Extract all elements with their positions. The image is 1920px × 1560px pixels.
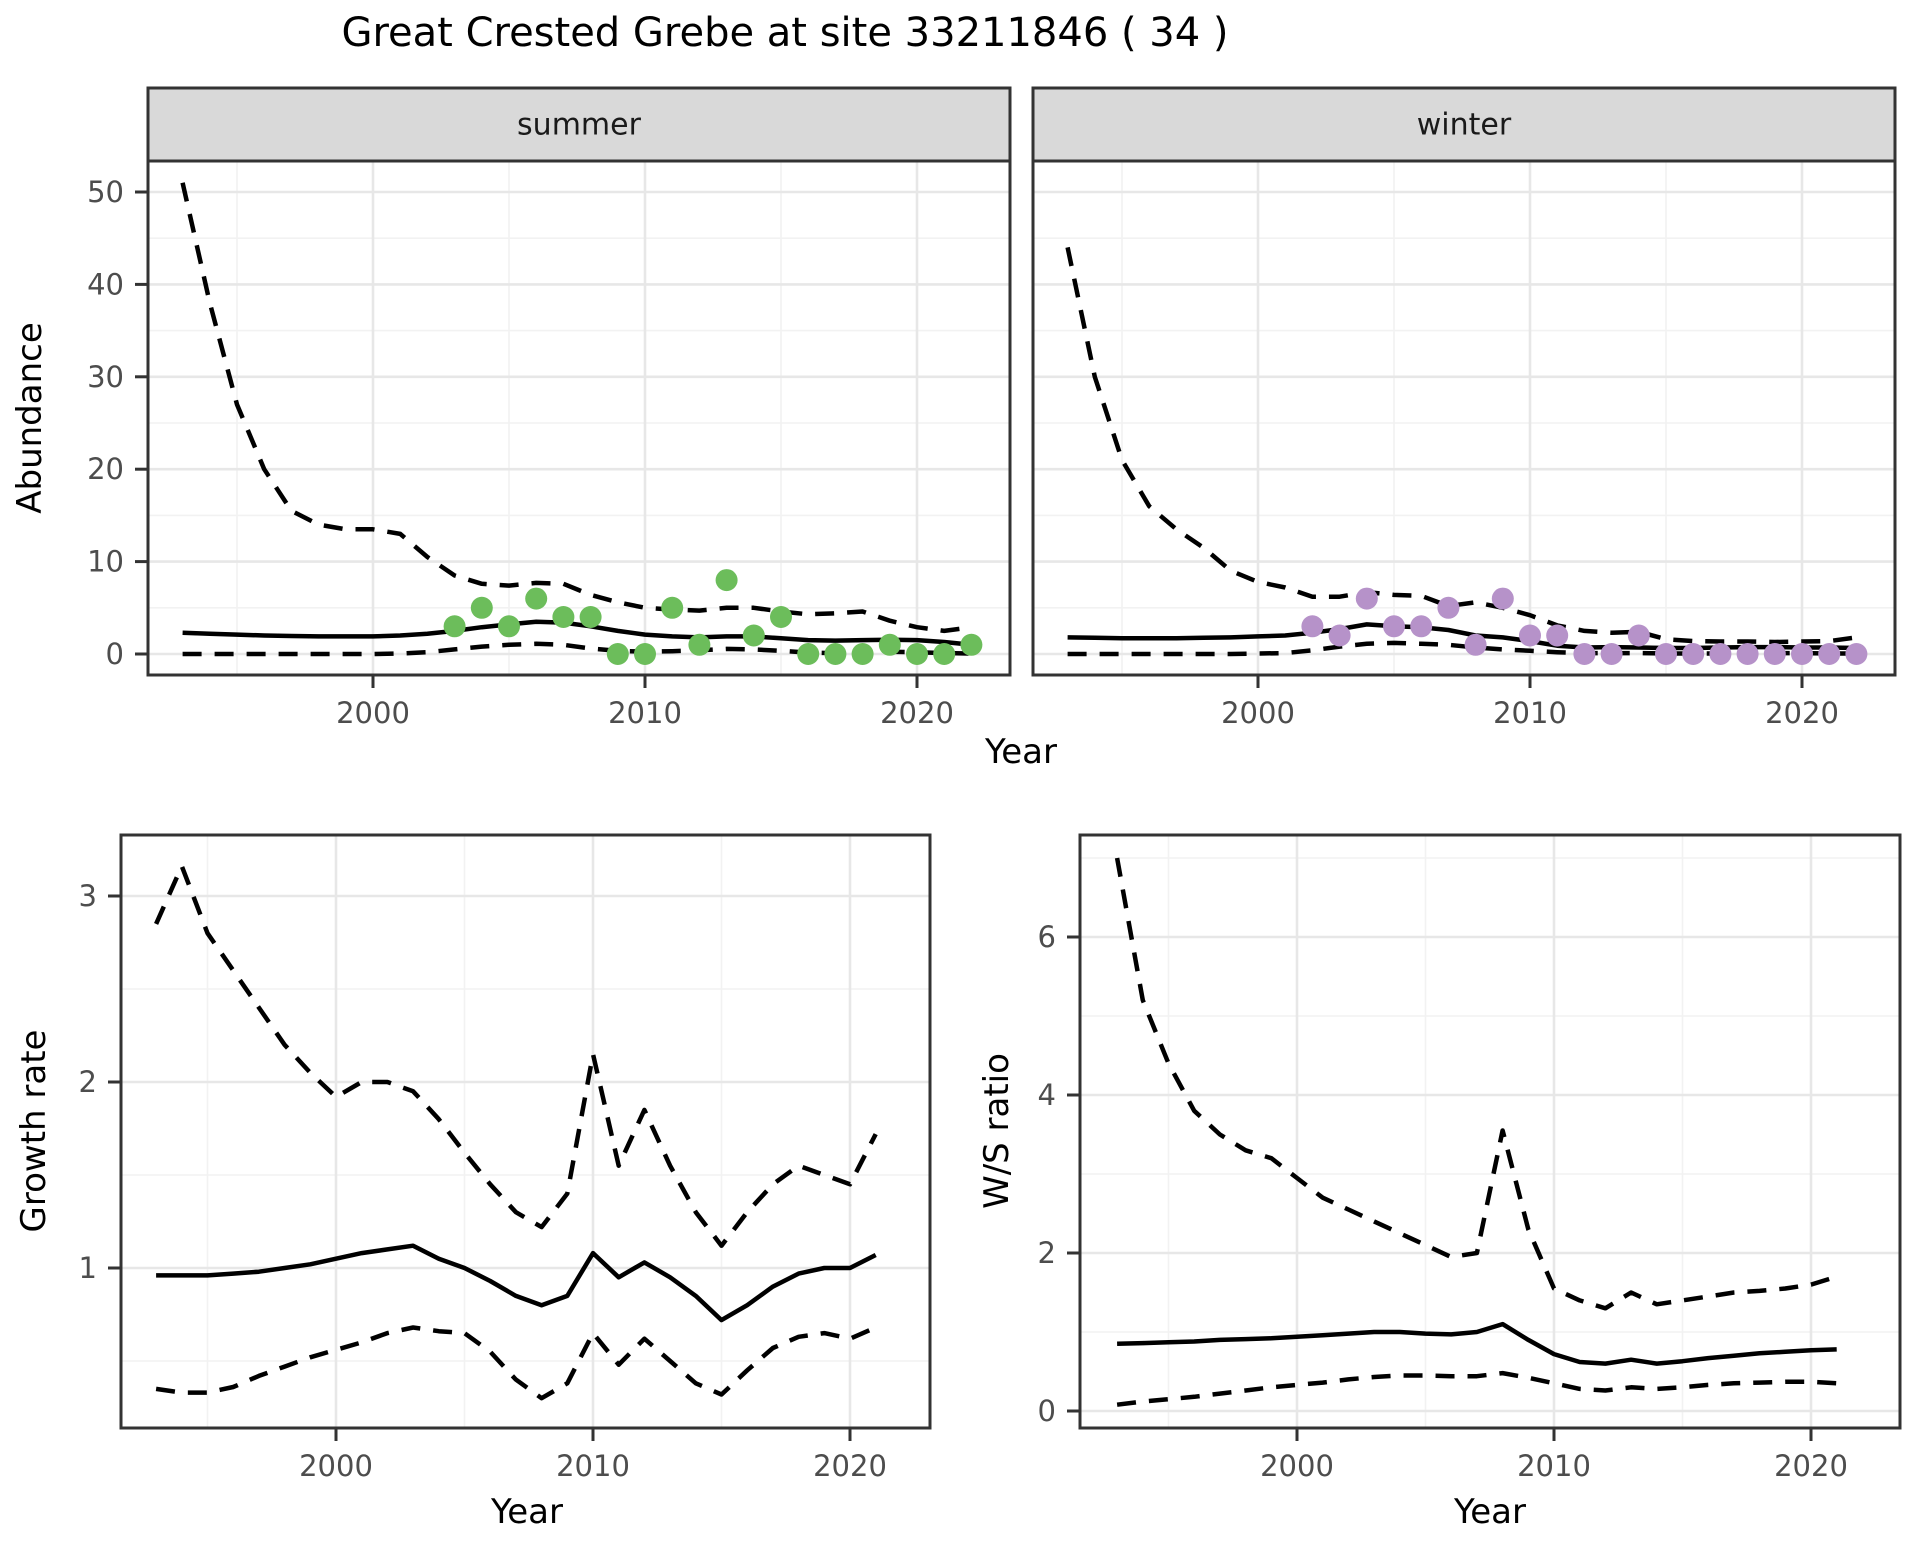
data-point-abundance-winter <box>1437 596 1460 619</box>
y-tick-label: 2 <box>79 1065 97 1099</box>
x-tick-label: 2020 <box>1774 1449 1848 1483</box>
data-point-abundance-winter <box>1627 624 1650 647</box>
y-axis-title-growth-rate: Growth rate <box>14 1029 54 1233</box>
data-point-abundance-summer <box>634 643 656 665</box>
x-tick-label: 2020 <box>880 696 954 730</box>
panel-border <box>119 833 932 1430</box>
data-point-abundance-winter <box>1519 624 1541 647</box>
series-upper95-line <box>180 182 972 634</box>
y-tick-label: 4 <box>1038 1078 1056 1112</box>
series-upper95-line <box>1114 857 1838 1311</box>
data-point-abundance-winter <box>1709 643 1732 665</box>
series-lower95-line <box>155 1325 877 1401</box>
data-point-abundance-winter <box>1301 615 1324 638</box>
data-point-abundance-summer <box>824 643 847 665</box>
data-point-abundance-summer <box>933 643 956 665</box>
data-point-abundance-winter <box>1573 643 1596 665</box>
x-axis-title-year-bottom-left: Year <box>491 1492 563 1532</box>
data-point-abundance-summer <box>443 615 466 638</box>
x-tick-label: 2000 <box>1260 1449 1334 1483</box>
data-point-abundance-winter <box>1682 643 1705 665</box>
x-axis-title-year-bottom-right: Year <box>1454 1492 1526 1532</box>
data-point-abundance-winter <box>1464 633 1487 656</box>
y-axis-title-abundance: Abundance <box>10 322 50 514</box>
x-tick-label: 2010 <box>556 1449 630 1483</box>
data-point-abundance-summer <box>525 587 548 610</box>
data-point-abundance-summer <box>797 643 820 665</box>
data-point-abundance-summer <box>498 615 520 638</box>
panel-growth-rate: 2000 2010 2020 1 2 3 <box>79 833 932 1483</box>
y-tick-label: 50 <box>87 175 124 209</box>
facet-label-summer: summer <box>517 107 641 143</box>
data-point-abundance-summer <box>579 606 602 628</box>
y-tick-label: 0 <box>106 637 124 671</box>
data-point-abundance-summer <box>661 596 684 619</box>
series-mean-line <box>1117 1321 1837 1366</box>
data-point-abundance-summer <box>960 633 983 656</box>
facet-strip <box>146 86 1012 163</box>
data-point-abundance-summer <box>770 606 792 628</box>
data-point-abundance-winter <box>1546 624 1569 647</box>
data-point-abundance-summer <box>878 633 901 656</box>
data-point-abundance-winter <box>1763 643 1786 665</box>
data-point-abundance-winter <box>1383 615 1405 638</box>
data-point-abundance-winter <box>1655 643 1677 665</box>
x-tick-label: 2000 <box>299 1449 373 1483</box>
data-point-abundance-summer <box>552 606 575 628</box>
data-point-abundance-summer <box>470 596 493 619</box>
x-tick-label: 2010 <box>1493 696 1567 730</box>
x-tick-label: 2020 <box>813 1449 887 1483</box>
x-tick-label: 2000 <box>1221 696 1295 730</box>
data-point-abundance-winter <box>1736 643 1759 665</box>
series-mean-line <box>156 1243 877 1323</box>
data-point-abundance-winter <box>1491 587 1514 610</box>
panel-abundance-winter: 2000 2010 2020 <box>1031 86 1897 730</box>
series-upper95-line <box>1065 246 1857 645</box>
data-point-abundance-summer <box>906 643 928 665</box>
y-tick-label: 6 <box>1038 920 1056 954</box>
panel-ws-ratio: 2000 2010 2020 0 2 4 6 <box>1038 833 1902 1483</box>
series-lower95-line <box>1116 1370 1837 1407</box>
y-tick-label: 3 <box>79 879 97 913</box>
data-point-abundance-summer <box>688 633 711 656</box>
y-tick-label: 20 <box>87 452 124 486</box>
data-point-abundance-summer <box>742 624 765 647</box>
x-tick-label: 2020 <box>1765 696 1839 730</box>
data-point-abundance-winter <box>1845 643 1868 665</box>
y-tick-label: 0 <box>1038 1394 1056 1428</box>
figure-title: Great Crested Grebe at site 33211846 ( 3… <box>341 10 1229 56</box>
y-tick-label: 2 <box>1038 1236 1056 1270</box>
data-point-abundance-winter <box>1328 624 1351 647</box>
x-tick-label: 2000 <box>336 696 410 730</box>
panel-background <box>1033 161 1895 675</box>
series-mean-line <box>182 619 972 648</box>
data-point-abundance-winter <box>1791 643 1813 665</box>
data-point-abundance-winter <box>1600 643 1623 665</box>
data-point-abundance-winter <box>1410 615 1433 638</box>
data-point-abundance-summer <box>715 569 738 592</box>
data-point-abundance-winter <box>1818 643 1841 665</box>
x-tick-label: 2010 <box>1517 1449 1591 1483</box>
panel-border <box>1078 833 1902 1430</box>
data-point-abundance-summer <box>606 643 629 665</box>
x-tick-label: 2010 <box>608 696 682 730</box>
y-tick-label: 30 <box>87 360 124 394</box>
y-tick-label: 1 <box>79 1251 97 1285</box>
facet-strip <box>1031 86 1897 163</box>
data-point-abundance-winter <box>1355 587 1378 610</box>
y-tick-label: 10 <box>87 545 124 579</box>
y-axis-title-ws-ratio: W/S ratio <box>977 1053 1017 1209</box>
facet-label-winter: winter <box>1416 107 1512 143</box>
y-tick-label: 40 <box>87 267 124 301</box>
series-upper95-line <box>154 863 878 1248</box>
data-point-abundance-summer <box>851 643 874 665</box>
x-axis-title-year-top: Year <box>985 732 1057 772</box>
panel-abundance-summer: 2000 2010 2020 0 10 20 30 40 50 <box>87 86 1012 730</box>
panel-background <box>121 835 930 1428</box>
